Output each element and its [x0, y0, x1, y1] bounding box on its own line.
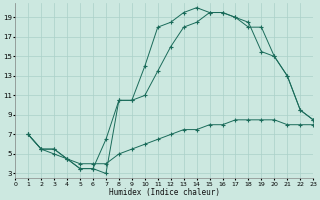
X-axis label: Humidex (Indice chaleur): Humidex (Indice chaleur) — [109, 188, 220, 197]
